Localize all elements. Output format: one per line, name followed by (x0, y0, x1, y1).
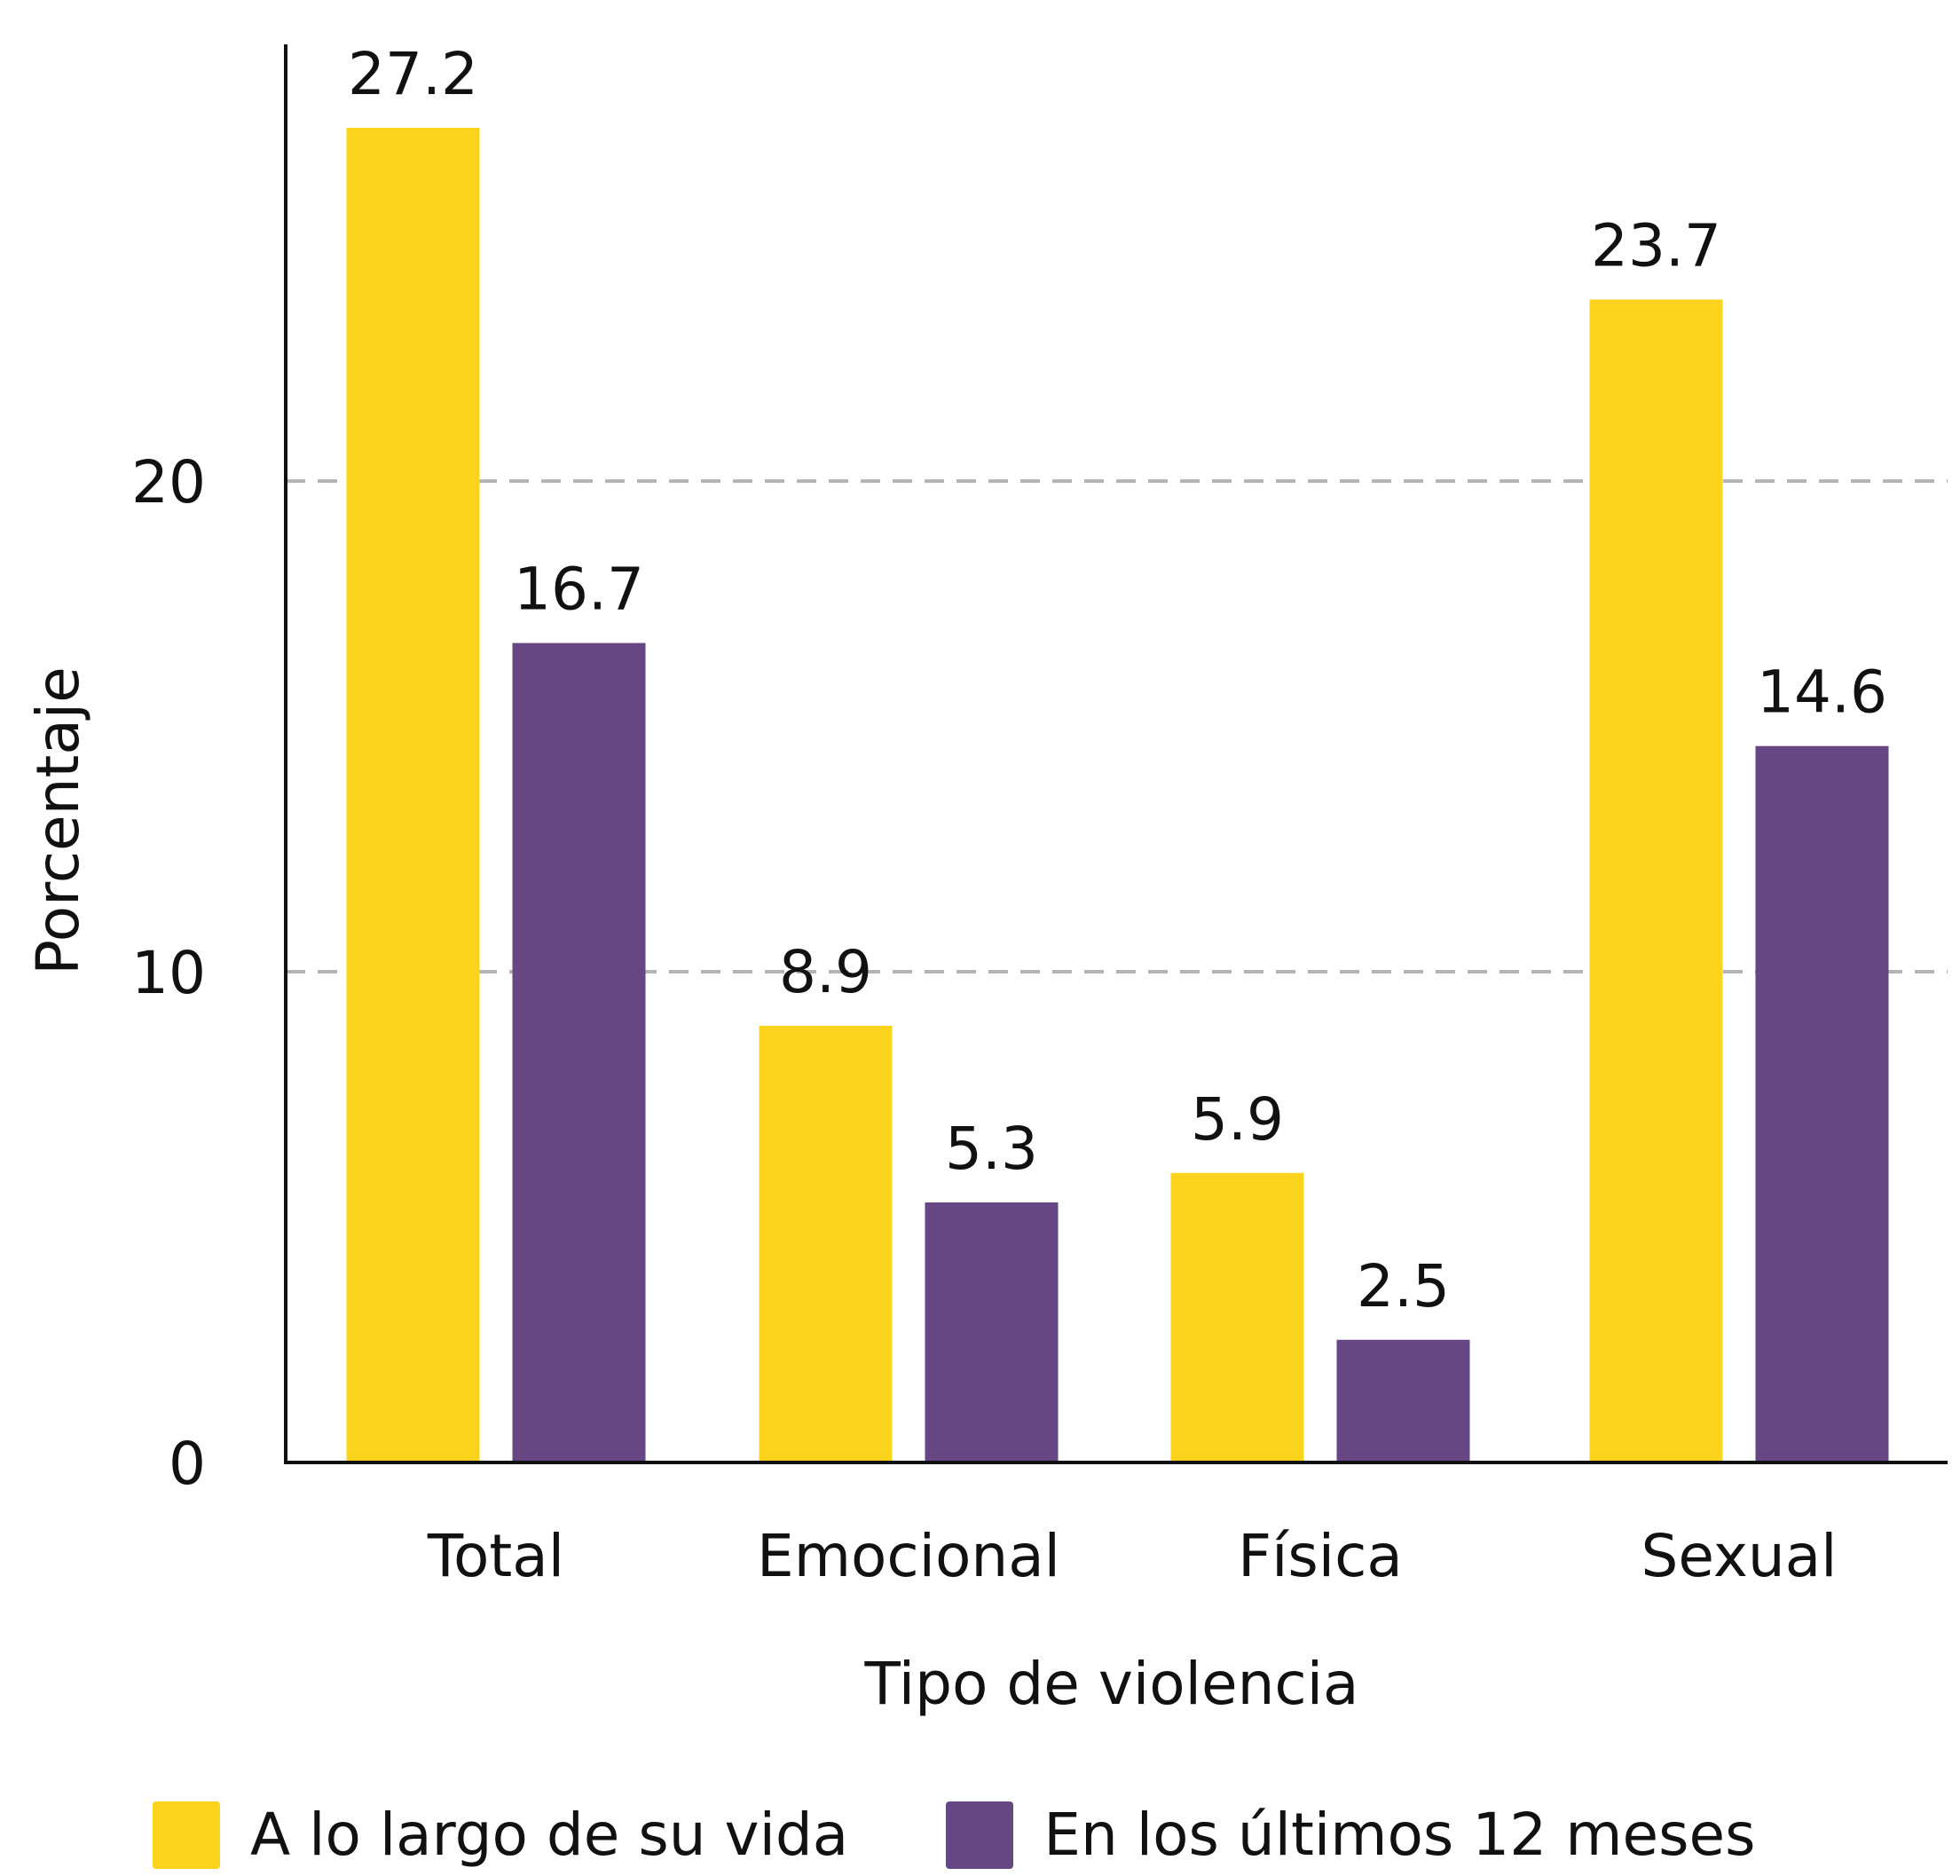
bar-value-label: 5.3 (945, 1115, 1038, 1183)
bar-last-12-months-0 (512, 642, 646, 1462)
legend: A lo largo de su vida En los últimos 12 … (153, 1801, 1854, 1869)
legend-label-last-12-months: En los últimos 12 meses (1043, 1801, 1756, 1869)
bar-value-label: 27.2 (348, 40, 478, 108)
bar-value-label: 5.9 (1191, 1085, 1284, 1154)
bars (346, 128, 1889, 1462)
bar-last-12-months-2 (1336, 1339, 1470, 1462)
bar-lifetime-2 (1170, 1172, 1304, 1462)
x-tick-label: Sexual (1641, 1522, 1837, 1590)
x-axis-label: Tipo de violencia (864, 1650, 1359, 1718)
legend-item-lifetime: A lo largo de su vida (153, 1801, 848, 1869)
bar-value-label: 23.7 (1591, 212, 1721, 280)
y-tick-label: 10 (131, 939, 206, 1007)
bar-lifetime-1 (759, 1025, 893, 1462)
bar-value-label: 2.5 (1357, 1252, 1450, 1320)
y-tick-label: 0 (169, 1430, 206, 1498)
bar-value-label: 14.6 (1757, 658, 1887, 727)
bar-lifetime-0 (346, 128, 480, 1462)
bar-value-label: 16.7 (514, 556, 644, 624)
legend-label-lifetime: A lo largo de su vida (250, 1801, 849, 1869)
legend-item-last-12-months: En los últimos 12 meses (946, 1801, 1756, 1869)
bar-last-12-months-3 (1755, 745, 1889, 1462)
bar-lifetime-3 (1589, 299, 1723, 1462)
bar-value-label: 8.9 (779, 938, 872, 1006)
y-axis-label: Porcentaje (24, 666, 92, 975)
x-tick-label: Emocional (757, 1522, 1060, 1590)
legend-swatch-last-12-months (946, 1801, 1014, 1869)
x-tick-labels: Total Emocional Física Sexual (427, 1522, 1838, 1590)
y-tick-label: 20 (131, 448, 206, 516)
value-labels: 27.2 16.7 8.9 5.3 5.9 2.5 23.7 14.6 (348, 40, 1887, 1320)
x-tick-label: Total (427, 1522, 564, 1590)
x-tick-label: Física (1238, 1522, 1403, 1590)
legend-swatch-lifetime (153, 1801, 220, 1869)
bar-chart: 27.2 16.7 8.9 5.3 5.9 2.5 23.7 14.6 0 10 20 Total… (24, 40, 1948, 1718)
y-tick-labels: 0 10 20 (131, 448, 206, 1498)
bar-last-12-months-1 (925, 1202, 1059, 1462)
